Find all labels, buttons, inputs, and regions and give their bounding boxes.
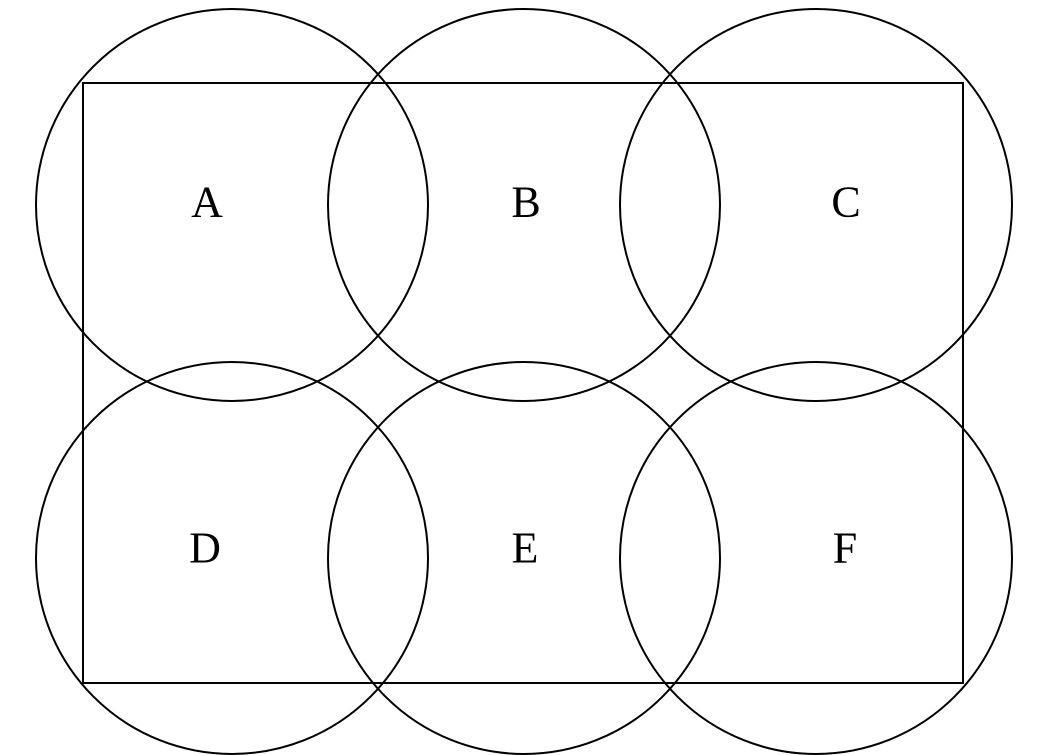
circle-f	[620, 362, 1012, 754]
bounding-rectangle	[83, 83, 963, 683]
circle-a	[36, 9, 428, 401]
label-b: B	[511, 177, 540, 228]
label-e: E	[512, 523, 539, 574]
label-f: F	[833, 523, 857, 574]
venn-diagram	[0, 0, 1051, 755]
label-d: D	[189, 523, 221, 574]
label-a: A	[191, 177, 223, 228]
label-c: C	[831, 177, 860, 228]
circle-d	[36, 362, 428, 754]
circle-c	[620, 9, 1012, 401]
